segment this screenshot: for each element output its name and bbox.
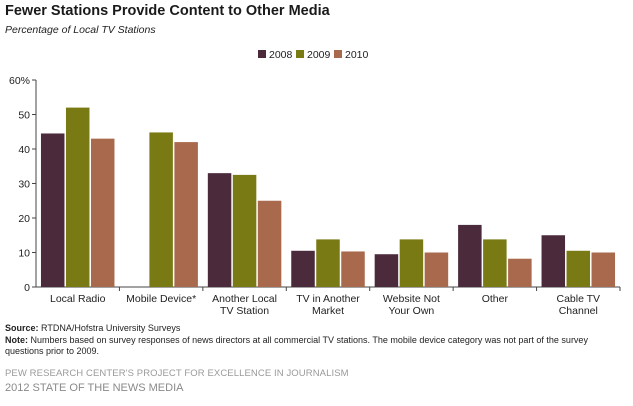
organization-credit: PEW RESEARCH CENTER'S PROJECT FOR EXCELL…	[5, 368, 349, 379]
bar-2010	[508, 258, 532, 287]
bar-2010	[424, 252, 449, 287]
bar-2009	[149, 132, 173, 287]
bar-2009	[399, 239, 424, 287]
x-tick-label: Mobile Device*	[126, 293, 196, 305]
note-text: Numbers based on survey responses of new…	[5, 335, 588, 356]
bar-2008	[207, 173, 232, 287]
chart-title: Fewer Stations Provide Content to Other …	[5, 3, 330, 19]
bar-2008	[374, 254, 399, 287]
y-tick-label: 0	[24, 282, 30, 294]
x-tick-label: Another Local TV Station	[212, 293, 277, 317]
x-tick-label: Website Not Your Own	[383, 293, 440, 317]
bar-2010	[591, 252, 616, 287]
bar-2008	[40, 133, 65, 287]
bar-2008	[291, 250, 315, 287]
x-tick-label: TV in Another Market	[296, 293, 360, 317]
bar-chart: 2008 2009 2010 0 10 20 30 40 50 60% Local Radio Mob…	[9, 49, 621, 317]
footnote: Note: Numbers based on survey responses …	[5, 335, 625, 357]
chart-subtitle: Percentage of Local TV Stations	[5, 24, 156, 36]
bar-2009	[483, 239, 507, 287]
y-tick-label: 40	[18, 144, 30, 156]
legend-label-2009: 2009	[307, 49, 331, 61]
bar-2010	[90, 138, 115, 287]
legend-label-2008: 2008	[269, 49, 293, 61]
bar-2009	[65, 107, 90, 287]
y-tick-label: 50	[18, 110, 30, 122]
bar-2010	[174, 142, 198, 287]
legend-swatch-2010	[334, 50, 342, 58]
y-tick-label: 10	[18, 248, 30, 260]
bar-2009	[232, 174, 257, 287]
source-note: Source: RTDNA/Hofstra University Surveys	[5, 323, 180, 334]
legend-swatch-2009	[296, 50, 304, 58]
bar-2009	[566, 250, 591, 287]
report-credit: 2012 STATE OF THE NEWS MEDIA	[5, 382, 184, 394]
y-tick-label: 20	[18, 213, 30, 225]
bar-2010	[341, 251, 365, 287]
bar-2008	[541, 235, 566, 287]
x-tick-label: Other	[482, 293, 509, 305]
note-label: Note:	[5, 335, 28, 345]
bar-2008	[458, 224, 482, 287]
legend-swatch-2008	[258, 50, 266, 58]
x-tick-label: Cable TV Channel	[556, 293, 600, 317]
y-tick-label: 30	[18, 179, 30, 191]
source-text: RTDNA/Hofstra University Surveys	[41, 323, 181, 333]
y-tick-label: 60%	[9, 75, 30, 87]
bar-2009	[316, 239, 340, 287]
bar-2010	[257, 200, 282, 287]
x-tick-label: Local Radio	[50, 293, 106, 305]
source-label: Source:	[5, 323, 39, 333]
legend-label-2010: 2010	[345, 49, 369, 61]
